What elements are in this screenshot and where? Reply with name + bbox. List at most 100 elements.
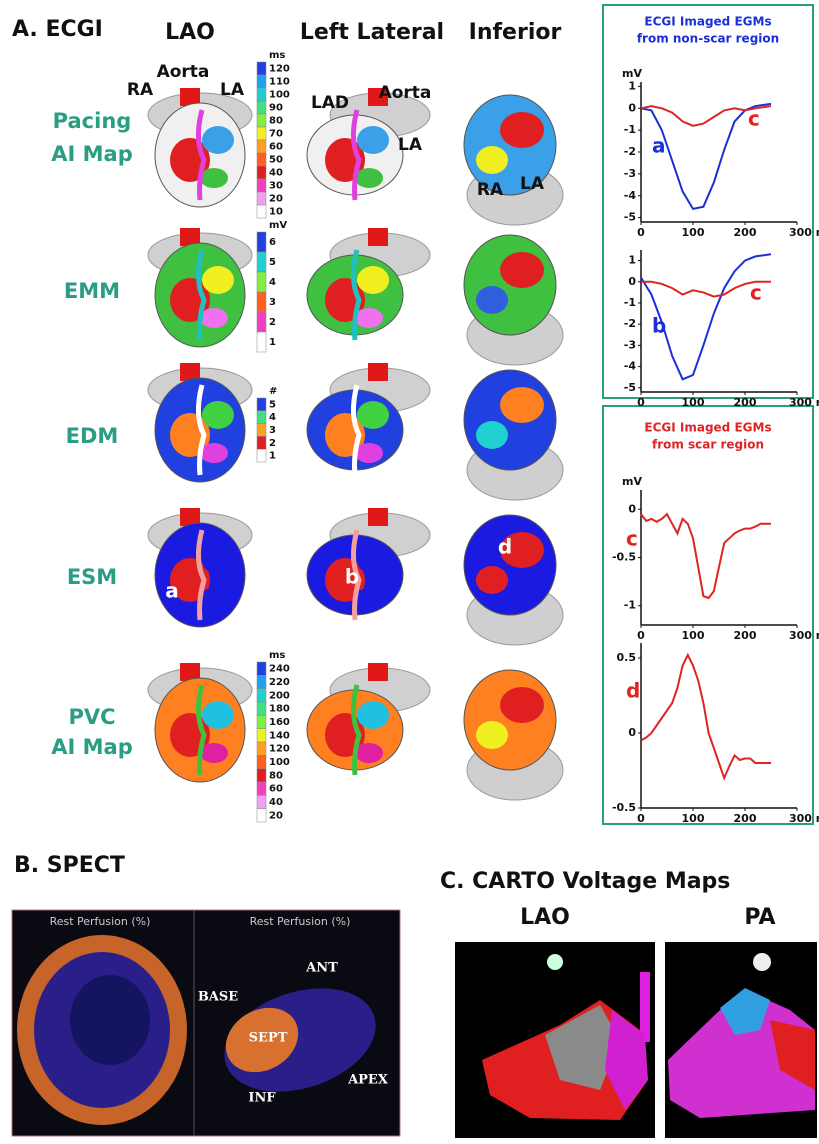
series-label: c xyxy=(626,527,638,551)
colorbar-unit: ms xyxy=(269,650,285,661)
colorbar-unit: ms xyxy=(269,50,285,61)
panel-title: B. SPECT xyxy=(14,853,125,878)
heart xyxy=(307,228,430,340)
heart xyxy=(307,508,430,620)
anatomy-label: LA xyxy=(398,135,423,155)
y-axis-label: mV xyxy=(622,67,642,80)
colorbar-swatch xyxy=(257,809,266,822)
orientation-icon xyxy=(753,953,771,971)
patch xyxy=(200,308,228,328)
patch xyxy=(202,126,234,154)
panel-title: A. ECGI xyxy=(12,17,103,42)
patch xyxy=(476,721,508,749)
colorbar-tick-label: 50 xyxy=(269,155,283,166)
chart-title: ECGI Imaged EGMs xyxy=(644,15,771,29)
site-label: c xyxy=(317,605,329,629)
colorbar-tick-label: 90 xyxy=(269,103,283,114)
aorta xyxy=(368,663,388,681)
patch xyxy=(200,588,228,608)
colorbar-tick-label: 200 xyxy=(269,690,290,701)
patch xyxy=(202,701,234,729)
heart xyxy=(148,363,252,482)
colorbar-swatch xyxy=(257,205,266,218)
colorbar-swatch xyxy=(257,101,266,114)
anatomy-label: RA xyxy=(477,180,504,200)
heart xyxy=(464,370,563,500)
chart-frame xyxy=(603,406,813,824)
colorbar-swatch xyxy=(257,127,266,140)
colorbar-tick-label: 240 xyxy=(269,664,290,675)
heart xyxy=(148,663,252,782)
chart-title: from non-scar region xyxy=(637,32,779,46)
colorbar-swatch xyxy=(257,742,266,755)
colorbar-tick-label: 2 xyxy=(269,317,276,328)
patch xyxy=(476,286,508,314)
patch xyxy=(355,308,383,328)
y-tick-label: 0 xyxy=(628,502,636,515)
x-tick-label: 100 xyxy=(682,812,705,825)
colorbar-tick-label: 20 xyxy=(269,194,283,205)
y-tick-label: 0 xyxy=(628,726,636,739)
anatomy-label: RA xyxy=(127,80,154,100)
heart xyxy=(148,228,252,347)
patch xyxy=(355,588,383,608)
spect-label: APEX xyxy=(347,1073,389,1088)
colorbar-swatch xyxy=(257,755,266,768)
patch xyxy=(476,421,508,449)
colorbar-tick-label: 120 xyxy=(269,64,290,75)
patch xyxy=(500,687,544,723)
y-tick-label: -4 xyxy=(624,360,637,373)
figure: A. ECGI LAO Left Lateral Inferior RAAort… xyxy=(0,0,819,1144)
colorbar-swatch xyxy=(257,114,266,127)
x-tick-label: 200 xyxy=(734,629,757,642)
view-title: LAO xyxy=(165,20,215,45)
colorbar-tick-label: 1 xyxy=(269,337,276,348)
anatomy-label: LA xyxy=(520,174,545,194)
y-axis-label: mV xyxy=(622,475,642,488)
spect-label: ANT xyxy=(305,961,338,976)
site-label: b xyxy=(345,565,359,589)
colorbar-swatch xyxy=(257,153,266,166)
heart xyxy=(148,508,252,627)
heart xyxy=(464,670,563,800)
x-tick-label: 300 ms xyxy=(789,812,819,825)
y-tick-label: 1 xyxy=(628,254,636,267)
spect-label: BASE xyxy=(198,990,238,1005)
heart xyxy=(464,235,563,365)
site-label: d xyxy=(498,535,512,559)
colorbar-tick-label: 2 xyxy=(269,438,276,449)
row-label: EMM xyxy=(64,279,120,303)
y-tick-label: -5 xyxy=(624,381,636,394)
colorbar-tick-label: 120 xyxy=(269,744,290,755)
colorbar-swatch xyxy=(257,232,266,252)
colorbar-tick-label: 60 xyxy=(269,142,283,153)
colorbar-swatch xyxy=(257,795,266,808)
heart xyxy=(464,95,563,225)
carto-images xyxy=(455,942,817,1138)
patch xyxy=(357,266,389,294)
spect-image: Rest Perfusion (%) Rest Perfusion (%) BA… xyxy=(12,910,400,1136)
y-tick-label: -1 xyxy=(624,123,636,136)
colorbar-swatch xyxy=(257,140,266,153)
row-label: AI Map xyxy=(51,735,132,759)
y-tick-label: 0.5 xyxy=(617,651,637,664)
patch xyxy=(355,168,383,188)
colorbar-swatch xyxy=(257,675,266,688)
image-title: Rest Perfusion (%) xyxy=(250,915,351,928)
spect-label: SEPT xyxy=(249,1031,288,1046)
colorbar-swatch xyxy=(257,252,266,272)
y-tick-label: -0.5 xyxy=(612,551,636,564)
x-tick-label: 100 xyxy=(682,629,705,642)
colorbar-tick-label: 10 xyxy=(269,207,283,218)
series-label: c xyxy=(748,107,760,131)
y-tick-label: -4 xyxy=(624,189,637,202)
x-tick-label: 100 xyxy=(682,396,705,409)
colorbar-tick-label: 5 xyxy=(269,257,276,268)
colorbar-tick-label: 60 xyxy=(269,784,283,795)
colorbar-swatch xyxy=(257,782,266,795)
x-tick-label: 100 xyxy=(682,226,705,239)
x-tick-label: 0 xyxy=(637,812,645,825)
colorbar-swatch xyxy=(257,179,266,192)
colorbar-tick-label: 5 xyxy=(269,399,276,410)
colorbar-swatch xyxy=(257,62,266,75)
